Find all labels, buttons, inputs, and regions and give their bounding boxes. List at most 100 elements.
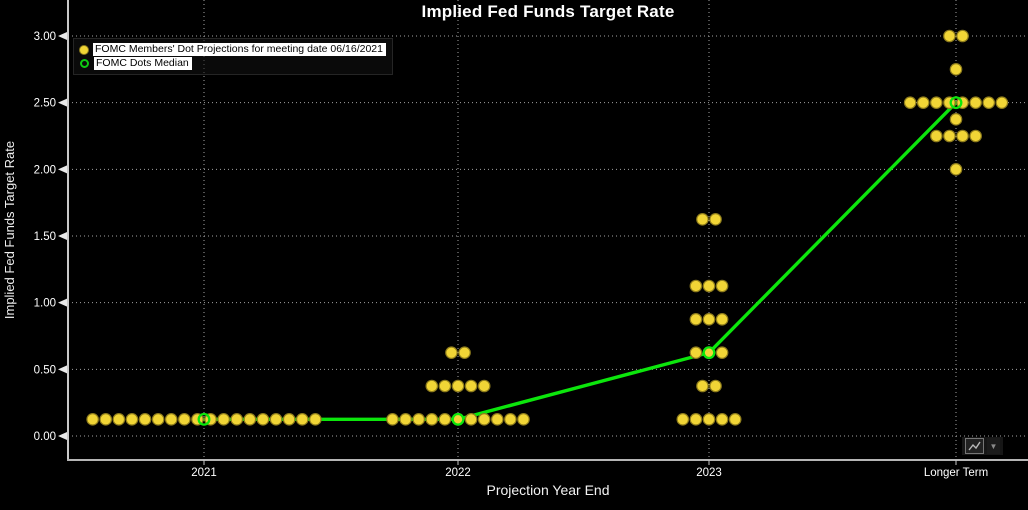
fomc-dot	[458, 346, 471, 359]
fomc-dot	[425, 413, 439, 426]
fomc-dot	[164, 413, 178, 426]
median-marker	[451, 412, 465, 426]
fomc-dot	[151, 413, 165, 426]
median-markers	[197, 96, 963, 426]
fomc-dot	[969, 96, 982, 109]
y-tick-labels: 0.00 0.50 1.00 1.50 2.00 2.50 3.00	[34, 31, 56, 443]
fomc-dot	[689, 279, 703, 293]
fomc-dot	[86, 413, 99, 426]
fomc-dot	[178, 413, 191, 426]
fomc-dot	[715, 279, 729, 293]
legend-item-label: FOMC Dots Median	[94, 57, 192, 70]
fomc-dot	[702, 413, 716, 426]
fomc-dot	[282, 413, 296, 426]
chart-type-button[interactable]	[965, 438, 984, 454]
chart-type-dropdown-button[interactable]: ▼	[987, 438, 1000, 454]
fomc-dot	[412, 413, 425, 426]
fomc-dot	[256, 413, 270, 426]
fomc-dot	[696, 379, 709, 393]
dot-projections	[86, 29, 1009, 426]
y-tick-arrows	[58, 32, 67, 440]
fomc-dot	[438, 413, 452, 426]
x-tick-label: Longer Term	[924, 467, 988, 479]
fomc-dot	[689, 313, 703, 326]
fomc-dot	[490, 413, 504, 426]
vertical-gridlines	[203, 0, 957, 460]
legend-item-label: FOMC Members' Dot Projections for meetin…	[93, 43, 386, 56]
fomc-dot	[464, 413, 478, 426]
legend-item-dot-projections[interactable]: FOMC Members' Dot Projections for meetin…	[79, 43, 386, 56]
fomc-dot	[709, 379, 722, 393]
fomc-dot	[702, 279, 716, 293]
fomc-dot	[269, 413, 283, 426]
fomc-dot	[445, 346, 458, 359]
fomc-dot	[715, 346, 729, 359]
chart-legend: FOMC Members' Dot Projections for meetin…	[73, 38, 393, 75]
fomc-median-line	[202, 100, 958, 422]
fomc-dot	[451, 379, 465, 393]
y-tick-label: 2.50	[34, 98, 56, 110]
fomc-dot	[689, 413, 703, 426]
fomc-dot	[930, 129, 943, 143]
fomc-dot	[949, 163, 963, 176]
fomc-dot	[399, 413, 412, 426]
y-tick-label: 1.00	[34, 298, 56, 310]
fomc-dot	[309, 413, 322, 426]
fomc-dot	[477, 379, 491, 393]
y-tick-label: 3.00	[34, 31, 56, 43]
median-line	[202, 100, 958, 422]
y-axis-label: Implied Fed Funds Target Rate	[2, 140, 17, 320]
fomc-dot	[230, 413, 244, 426]
y-tick-label: 0.50	[34, 364, 56, 376]
median-marker	[949, 96, 963, 110]
fomc-dot	[295, 413, 309, 426]
fomc-dot	[99, 413, 113, 426]
fomc-dot	[517, 413, 530, 426]
fomc-dot	[715, 413, 729, 426]
fomc-dot	[702, 313, 716, 326]
fomc-dot	[982, 96, 996, 109]
x-tick-labels: 2021 2022 2023 Longer Term	[191, 467, 988, 479]
fomc-dot	[438, 379, 452, 393]
green-open-circle-icon	[80, 59, 89, 68]
fomc-dot	[112, 413, 126, 426]
fomc-dot	[125, 413, 139, 426]
page-title: Implied Fed Funds Target Rate	[421, 2, 675, 21]
median-marker	[702, 346, 716, 360]
x-axis-label: Projection Year End	[486, 482, 610, 498]
fomc-dot	[956, 129, 969, 143]
x-tick-label: 2022	[445, 467, 471, 479]
axes	[67, 0, 1028, 461]
fomc-dot	[949, 113, 963, 126]
fomc-dot	[715, 313, 729, 326]
yellow-dot-icon	[79, 44, 89, 55]
horizontal-gridlines	[68, 35, 1028, 437]
fomc-dot	[728, 413, 742, 426]
y-tick-label: 1.50	[34, 231, 56, 243]
fomc-dot	[943, 129, 956, 143]
fomc-dot	[504, 413, 517, 426]
median-marker	[197, 412, 211, 426]
fomc-dot	[916, 96, 930, 109]
fomc-dot	[709, 213, 722, 226]
fomc-dot	[386, 413, 399, 426]
y-tick-label: 0.00	[34, 431, 56, 443]
caret-down-icon: ▼	[989, 441, 998, 451]
fomc-dot	[477, 413, 491, 426]
fomc-dot	[949, 63, 963, 76]
fomc-dot	[676, 413, 690, 426]
fomc-dot	[217, 413, 230, 426]
fomc-dot	[696, 213, 709, 226]
fomc-dot	[138, 413, 152, 426]
x-tick-label: 2021	[191, 467, 217, 479]
legend-item-dots-median[interactable]: FOMC Dots Median	[79, 57, 386, 70]
fomc-dot	[903, 96, 917, 109]
fomc-dot	[425, 379, 439, 393]
fomc-dot	[956, 29, 969, 43]
fomc-dot	[943, 29, 956, 43]
fomc-dot	[995, 96, 1009, 109]
y-tick-label: 2.00	[34, 164, 56, 176]
fomc-dot	[689, 346, 703, 359]
